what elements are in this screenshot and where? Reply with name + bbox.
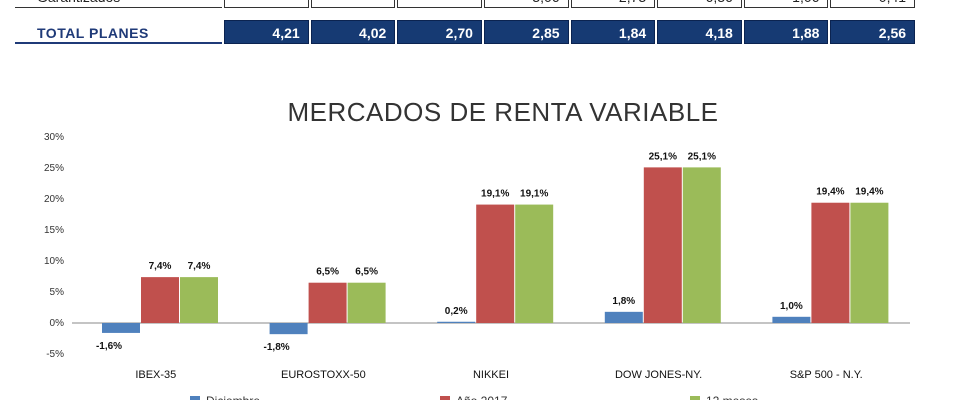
- table-cell: 0,41: [830, 0, 915, 8]
- chart-axes: -5% 0% 5% 10% 15% 20% 25% 30% IBEX-35 EUROSTOXX-5…: [44, 132, 910, 381]
- bar: [269, 323, 308, 335]
- bar: [141, 277, 179, 323]
- y-tick-label: -5%: [46, 349, 64, 360]
- data-label: 19,1%: [481, 189, 509, 200]
- table-cell: 4,18: [657, 20, 742, 44]
- returns-table: Garantizados - - - 3,06 2,73 6,36 1,06 0…: [15, 0, 916, 44]
- bar: [476, 204, 515, 323]
- table-cell: 2,85: [483, 20, 569, 44]
- y-tick-label: 25%: [44, 163, 64, 174]
- category-label: DOW JONES-NY.: [615, 369, 702, 381]
- table-cell: -: [397, 0, 482, 8]
- bar: [102, 323, 140, 333]
- category-label: IBEX-35: [135, 369, 176, 381]
- chart-legend: Diciembre Año 2017 12 meses: [190, 394, 758, 400]
- table-cell: -: [310, 0, 396, 8]
- data-label: 19,1%: [520, 189, 548, 200]
- table-cell: 3,06: [483, 0, 569, 8]
- legend-label: Diciembre: [206, 394, 260, 400]
- bar: [515, 204, 554, 323]
- data-label: -1,8%: [264, 342, 290, 353]
- table-row-garantizados: Garantizados - - - 3,06 2,73 6,36 1,06 0…: [15, 0, 915, 8]
- table-row-total-planes: TOTAL PLANES 4,21 4,02 2,70 2,85 1,84 4,…: [15, 20, 916, 44]
- bar: [604, 311, 643, 323]
- data-label: 25,1%: [688, 151, 716, 162]
- category-label: NIKKEI: [473, 369, 509, 381]
- bar: [811, 202, 850, 323]
- data-label: 1,0%: [780, 301, 803, 312]
- legend-label: 12 meses: [706, 394, 758, 400]
- legend-swatch: [440, 396, 450, 400]
- data-label: 19,4%: [816, 187, 844, 198]
- data-label: 0,2%: [445, 306, 468, 317]
- chart-bars: [102, 167, 889, 335]
- data-label: -1,6%: [96, 341, 122, 352]
- data-label: 1,8%: [612, 296, 635, 307]
- y-tick-label: 10%: [44, 256, 64, 267]
- category-label: S&P 500 - N.Y.: [790, 369, 863, 381]
- category-label: EUROSTOXX-50: [281, 369, 366, 381]
- data-label: 7,4%: [149, 261, 172, 272]
- table-cell: 6,36: [657, 0, 742, 8]
- bar: [850, 202, 889, 323]
- y-tick-label: 15%: [44, 225, 64, 236]
- legend-swatch: [190, 396, 200, 400]
- table-cell: -: [224, 0, 309, 8]
- legend-label: Año 2017: [456, 394, 508, 400]
- table-cell: 1,88: [743, 20, 829, 44]
- chart-data-labels: -1,6% 7,4% 7,4% -1,8% 6,5% 6,5% 0,2% 19,1% 19,1%…: [96, 151, 884, 353]
- data-label: 25,1%: [649, 151, 677, 162]
- table-cell: 2,70: [397, 20, 482, 44]
- bar: [643, 167, 682, 323]
- legend-swatch: [690, 396, 700, 400]
- y-tick-label: 0%: [50, 318, 65, 329]
- data-label: 6,5%: [316, 267, 339, 278]
- table-cell: 2,73: [570, 0, 656, 8]
- y-tick-label: 5%: [50, 287, 65, 298]
- chart-title: MERCADOS DE RENTA VARIABLE: [287, 97, 718, 127]
- data-label: 6,5%: [355, 267, 378, 278]
- bar: [682, 167, 721, 323]
- data-label: 19,4%: [855, 187, 883, 198]
- row-label: Garantizados: [15, 0, 223, 8]
- data-label: 7,4%: [188, 261, 211, 272]
- y-tick-label: 20%: [44, 194, 64, 205]
- table-cell: 1,06: [743, 0, 829, 8]
- table-cell: 1,84: [570, 20, 656, 44]
- row-label: TOTAL PLANES: [15, 20, 223, 44]
- table-cell: 4,21: [224, 20, 309, 44]
- bar: [437, 321, 476, 323]
- bar: [772, 316, 811, 323]
- bar: [347, 282, 386, 323]
- bar: [308, 282, 347, 323]
- table-cell: 4,02: [310, 20, 396, 44]
- table-cell: 2,56: [830, 20, 916, 44]
- y-tick-label: 30%: [44, 132, 64, 143]
- bar: [180, 277, 218, 323]
